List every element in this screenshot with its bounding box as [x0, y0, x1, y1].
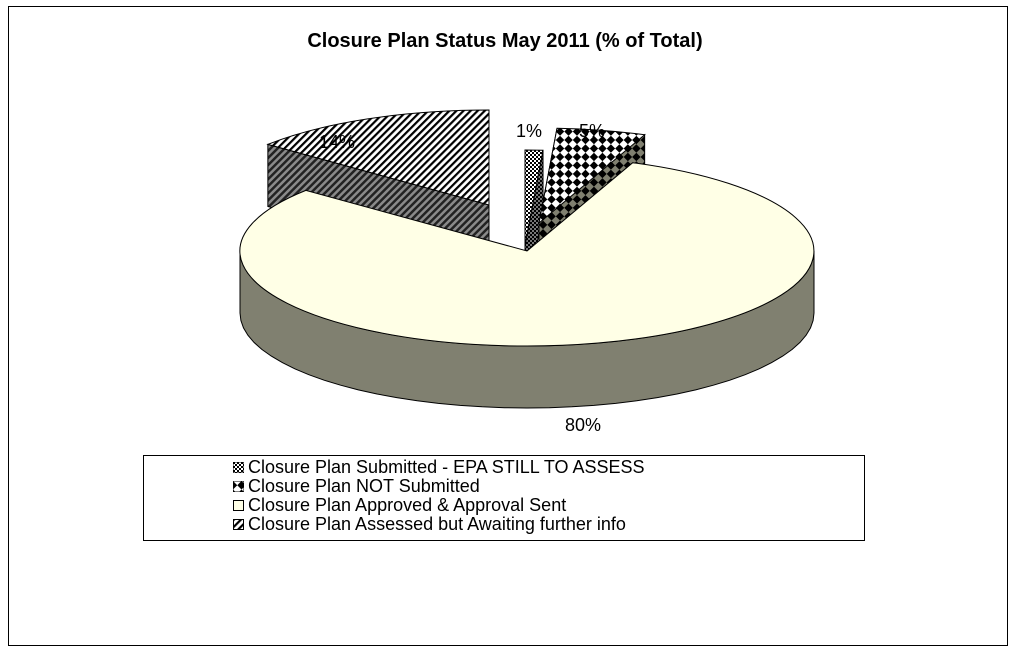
legend-item: Closure Plan Submitted - EPA STILL TO AS… [233, 457, 645, 477]
slice-top [266, 109, 490, 206]
legend-label: Closure Plan NOT Submitted [248, 476, 480, 496]
legend-item: Closure Plan Approved & Approval Sent [233, 495, 567, 515]
legend-item: Closure Plan NOT Submitted [233, 476, 480, 496]
legend-swatch-not-submitted [233, 481, 244, 492]
data-label: 1% [516, 121, 542, 141]
chart-title: Closure Plan Status May 2011 (% of Total… [307, 30, 703, 52]
legend-swatch-submitted [233, 462, 244, 473]
data-label: 5% [579, 121, 605, 141]
legend-swatch-approved [233, 500, 244, 511]
data-label: 14% [319, 132, 355, 152]
chart-legend: Closure Plan Submitted - EPA STILL TO AS… [143, 455, 865, 541]
slice-top [538, 127, 646, 225]
legend-label: Closure Plan Approved & Approval Sent [248, 495, 567, 515]
data-label: 80% [565, 415, 601, 435]
legend-swatch-assessed [233, 519, 244, 530]
legend-label: Closure Plan Assessed but Awaiting furth… [248, 514, 626, 534]
pie-chart: 1% 5% 80% 14% [239, 109, 815, 435]
slice-top [239, 162, 815, 347]
slice-top [524, 149, 544, 246]
legend-label: Closure Plan Submitted - EPA STILL TO AS… [248, 457, 645, 477]
slice-approved [239, 162, 815, 409]
legend-item: Closure Plan Assessed but Awaiting furth… [233, 514, 626, 534]
